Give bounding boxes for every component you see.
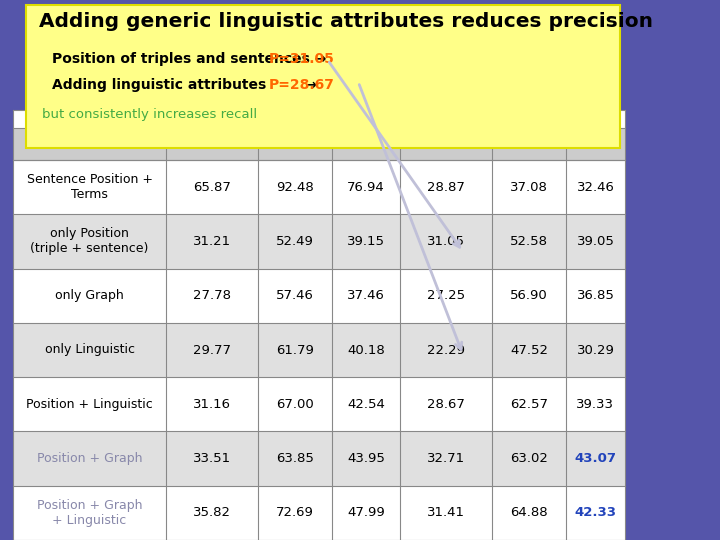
Text: 47.52: 47.52 (510, 343, 548, 356)
Bar (13, 110, 625, 128)
Text: Sentence Position +
Terms: Sentence Position + Terms (27, 173, 153, 201)
Text: 42.54: 42.54 (347, 398, 385, 411)
Text: 29.77: 29.77 (193, 343, 231, 356)
Text: P=28.67: P=28.67 (269, 78, 335, 92)
Text: 52.49: 52.49 (276, 235, 314, 248)
Text: 61.79: 61.79 (276, 343, 314, 356)
Bar (13, 214, 625, 268)
Text: 30.29: 30.29 (577, 343, 614, 356)
Text: Adding linguistic attributes        →: Adding linguistic attributes → (53, 78, 322, 92)
Text: 32.71: 32.71 (427, 452, 465, 465)
Text: Recall: Recall (274, 138, 316, 151)
Bar (13, 485, 625, 540)
Text: F1: F1 (587, 138, 604, 151)
Text: 28.67: 28.67 (427, 398, 465, 411)
Text: 31.21: 31.21 (193, 235, 231, 248)
Text: 31.16: 31.16 (193, 398, 231, 411)
Text: 33.51: 33.51 (193, 452, 231, 465)
Text: 27.25: 27.25 (427, 289, 465, 302)
Text: Recall: Recall (508, 138, 550, 151)
Text: Position + Graph
+ Linguistic: Position + Graph + Linguistic (37, 499, 143, 527)
Text: 31.41: 31.41 (427, 507, 465, 519)
Text: but consistently increases recall: but consistently increases recall (42, 108, 257, 121)
Text: 92.48: 92.48 (276, 181, 314, 194)
Text: 52.58: 52.58 (510, 235, 548, 248)
Text: 47.99: 47.99 (347, 507, 385, 519)
Bar (26, 5, 621, 148)
Text: 43.95: 43.95 (347, 452, 385, 465)
Text: 65.87: 65.87 (193, 181, 231, 194)
Text: 57.46: 57.46 (276, 289, 314, 302)
Text: 72.69: 72.69 (276, 507, 314, 519)
Text: 27.78: 27.78 (193, 289, 231, 302)
Text: P=31.05: P=31.05 (269, 52, 335, 66)
Text: 32.46: 32.46 (577, 181, 614, 194)
Text: 76.94: 76.94 (347, 181, 385, 194)
Text: only Position
(triple + sentence): only Position (triple + sentence) (30, 227, 149, 255)
Text: 37.08: 37.08 (510, 181, 548, 194)
Text: only Graph: only Graph (55, 289, 124, 302)
Bar (13, 128, 625, 160)
Text: 62.57: 62.57 (510, 398, 548, 411)
Text: 31.05: 31.05 (427, 235, 465, 248)
Bar (13, 377, 625, 431)
Text: 56.90: 56.90 (510, 289, 548, 302)
Text: 28.87: 28.87 (427, 181, 465, 194)
Text: et: et (584, 111, 599, 126)
Text: Precision: Precision (414, 138, 478, 151)
Text: only Linguistic: only Linguistic (45, 343, 135, 356)
Bar (13, 431, 625, 485)
Text: F1: F1 (358, 138, 374, 151)
Text: 39.33: 39.33 (577, 398, 614, 411)
Text: Position + Linguistic: Position + Linguistic (26, 398, 153, 411)
Text: 36.85: 36.85 (577, 289, 614, 302)
Text: 63.02: 63.02 (510, 452, 548, 465)
Text: 67.00: 67.00 (276, 398, 314, 411)
Text: 42.33: 42.33 (575, 507, 616, 519)
Text: Position + Graph: Position + Graph (37, 452, 143, 465)
Text: Precision: Precision (180, 138, 244, 151)
Bar (13, 323, 625, 377)
Text: 40.18: 40.18 (347, 343, 385, 356)
Text: 35.82: 35.82 (193, 507, 231, 519)
Text: 63.85: 63.85 (276, 452, 314, 465)
Bar (13, 160, 625, 214)
Text: Position of triples and sentences →: Position of triples and sentences → (53, 52, 332, 66)
Text: 39.15: 39.15 (347, 235, 385, 248)
Text: 43.07: 43.07 (575, 452, 616, 465)
Text: 64.88: 64.88 (510, 507, 548, 519)
Text: Adding generic linguistic attributes reduces precision: Adding generic linguistic attributes red… (40, 12, 653, 31)
Text: 37.46: 37.46 (347, 289, 385, 302)
Bar (13, 268, 625, 323)
Text: 39.05: 39.05 (577, 235, 614, 248)
Text: 22.29: 22.29 (427, 343, 465, 356)
